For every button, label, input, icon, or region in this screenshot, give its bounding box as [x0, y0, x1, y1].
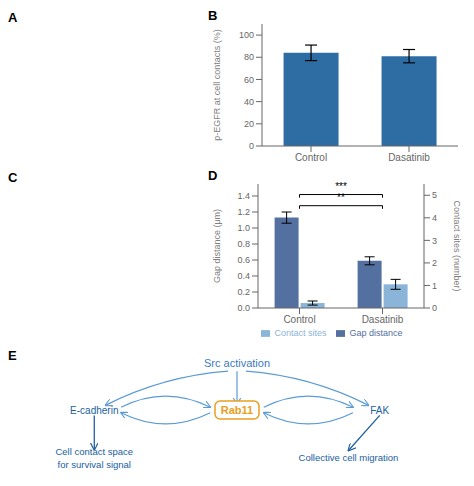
svg-text:80: 80: [244, 52, 254, 62]
svg-text:0.8: 0.8: [237, 239, 250, 249]
svg-text:40: 40: [244, 97, 254, 107]
svg-text:0.0: 0.0: [237, 303, 250, 313]
svg-text:60: 60: [244, 75, 254, 85]
svg-text:Src activation: Src activation: [204, 357, 270, 369]
svg-text:4: 4: [432, 213, 437, 223]
svg-text:Rab11: Rab11: [221, 404, 253, 416]
svg-text:Cell contact spacefor survival: Cell contact spacefor survival signal: [55, 445, 133, 469]
svg-text:Control: Control: [283, 314, 315, 325]
svg-text:1.2: 1.2: [237, 207, 250, 217]
svg-text:0: 0: [249, 141, 254, 151]
html-text:B: B: [208, 8, 218, 23]
html-text:C: C: [8, 170, 18, 185]
svg-text:0.4: 0.4: [237, 271, 250, 281]
html-text:E: E: [8, 348, 17, 363]
html-text:Contact sites: Contact sites: [274, 328, 327, 338]
svg-text:0: 0: [432, 303, 437, 313]
html-text:A: A: [8, 10, 18, 25]
svg-text:Dasatinib: Dasatinib: [388, 152, 430, 163]
svg-text:**: **: [337, 192, 345, 203]
svg-text:100: 100: [239, 30, 254, 40]
svg-text:Control: Control: [295, 152, 327, 163]
svg-text:p-EGFR at cell contacts (%): p-EGFR at cell contacts (%): [212, 29, 222, 141]
svg-text:Dasatinib: Dasatinib: [362, 314, 404, 325]
svg-text:Contact sites (number): Contact sites (number): [452, 200, 462, 291]
svg-text:1.0: 1.0: [237, 223, 250, 233]
svg-text:1: 1: [432, 281, 437, 291]
svg-text:20: 20: [244, 119, 254, 129]
html-text:Gap distance: Gap distance: [349, 328, 403, 338]
svg-text:***: ***: [335, 181, 347, 192]
html-text:D: D: [208, 168, 218, 183]
svg-text:1.4: 1.4: [237, 191, 250, 201]
svg-text:0.2: 0.2: [237, 287, 250, 297]
svg-text:E-cadherin: E-cadherin: [70, 404, 118, 415]
svg-text:5: 5: [432, 190, 437, 200]
svg-text:3: 3: [432, 236, 437, 246]
svg-text:2: 2: [432, 258, 437, 268]
svg-text:Gap distance (μm): Gap distance (μm): [212, 209, 222, 283]
svg-text:FAK: FAK: [370, 404, 389, 415]
svg-text:0.6: 0.6: [237, 255, 250, 265]
svg-text:Collective cell migration: Collective cell migration: [299, 452, 399, 463]
